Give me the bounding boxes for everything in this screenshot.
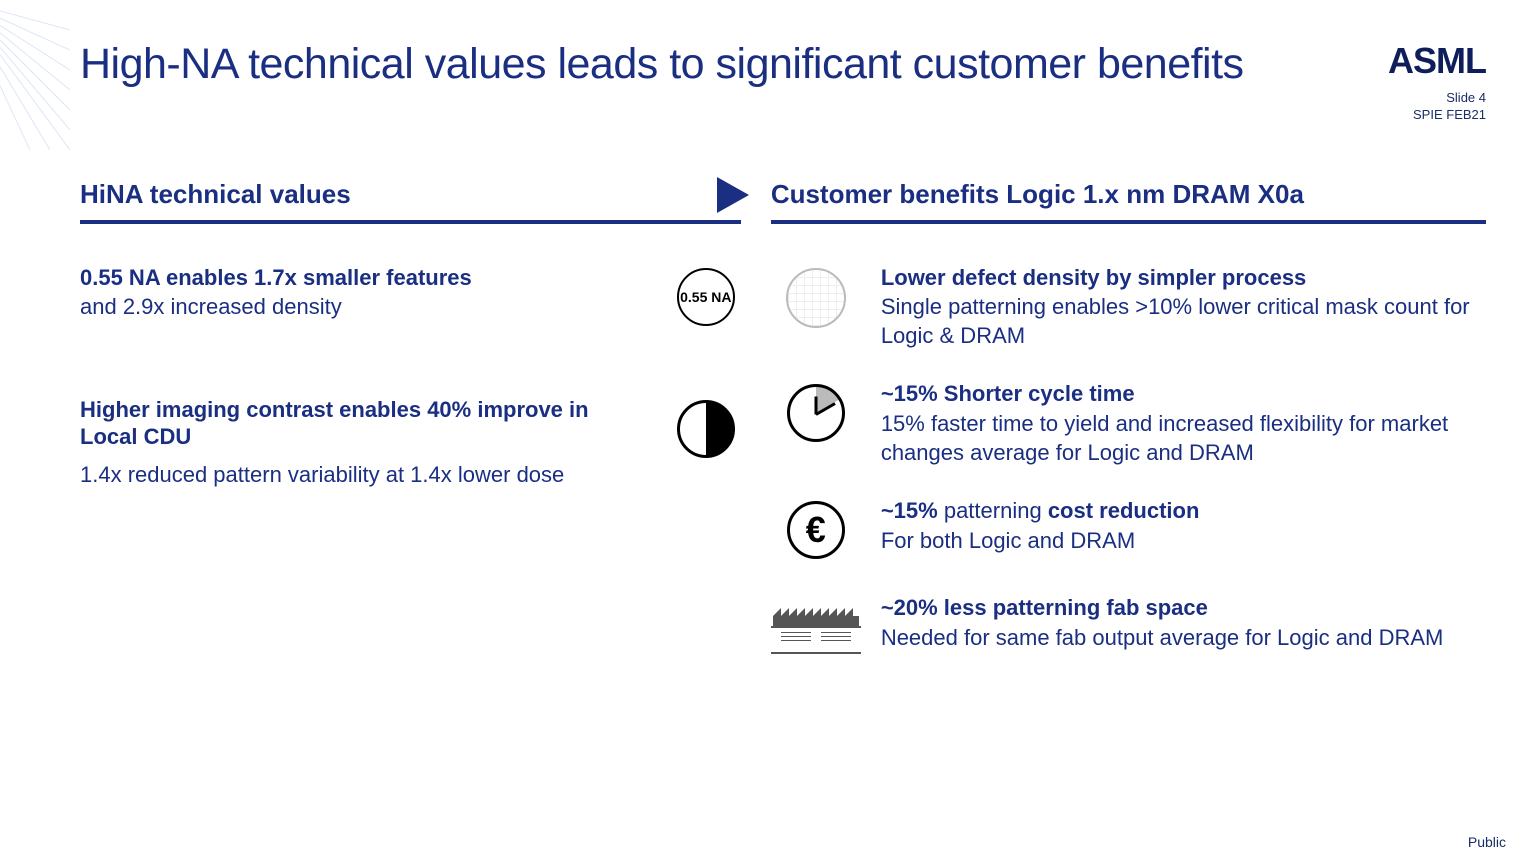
half-circle-icon bbox=[671, 396, 741, 458]
optics-illustration bbox=[280, 259, 540, 779]
na-label: 0.55 NA bbox=[677, 268, 735, 326]
left-item-0: 0.55 NA enables 1.7x smaller features an… bbox=[80, 264, 741, 326]
event-label: SPIE FEB21 bbox=[1388, 107, 1486, 124]
right-item-0-sub: Single patterning enables >10% lower cri… bbox=[881, 293, 1486, 350]
slide: High-NA technical values leads to signif… bbox=[0, 0, 1536, 864]
right-column: Customer benefits Logic 1.x nm DRAM X0a … bbox=[771, 179, 1486, 688]
clock-icon bbox=[771, 380, 861, 442]
corner-accent bbox=[0, 0, 70, 150]
left-item-1-sub: 1.4x reduced pattern variability at 1.4x… bbox=[80, 461, 651, 490]
right-item-3-sub: Needed for same fab output average for L… bbox=[881, 624, 1486, 653]
left-item-1-heading: Higher imaging contrast enables 40% impr… bbox=[80, 396, 651, 451]
factory-icon bbox=[771, 594, 861, 658]
right-item-1: ~15% Shorter cycle time 15% faster time … bbox=[771, 380, 1486, 467]
left-item-1: Higher imaging contrast enables 40% impr… bbox=[80, 396, 741, 490]
right-item-2: ~15% patterning cost reduction For both … bbox=[771, 497, 1486, 559]
page-title: High-NA technical values leads to signif… bbox=[80, 40, 1368, 89]
right-item-2-sub: For both Logic and DRAM bbox=[881, 527, 1486, 556]
right-item-3-heading: ~20% less patterning fab space bbox=[881, 594, 1486, 622]
right-item-2-heading: ~15% patterning cost reduction bbox=[881, 497, 1486, 525]
na-circle-icon: 0.55 NA bbox=[671, 264, 741, 326]
slide-number: Slide 4 bbox=[1388, 90, 1486, 107]
right-item-1-sub: 15% faster time to yield and increased f… bbox=[881, 410, 1486, 467]
columns: HiNA technical values bbox=[80, 179, 1486, 688]
right-item-0: Lower defect density by simpler process … bbox=[771, 264, 1486, 351]
euro-icon: € bbox=[771, 497, 861, 559]
right-item-1-heading: ~15% Shorter cycle time bbox=[881, 380, 1486, 408]
brand-block: ASML Slide 4 SPIE FEB21 bbox=[1388, 40, 1486, 124]
arrow-icon bbox=[711, 173, 755, 222]
wafer-icon bbox=[771, 264, 861, 328]
right-item-3: ~20% less patterning fab space Needed fo… bbox=[771, 594, 1486, 658]
left-item-0-heading: 0.55 NA enables 1.7x smaller features bbox=[80, 264, 651, 292]
left-section-title: HiNA technical values bbox=[80, 179, 741, 224]
footer-classification: Public bbox=[1468, 834, 1506, 850]
left-column: HiNA technical values bbox=[80, 179, 741, 688]
right-section-title: Customer benefits Logic 1.x nm DRAM X0a bbox=[771, 179, 1486, 224]
brand-logo: ASML bbox=[1388, 40, 1486, 82]
left-item-0-sub: and 2.9x increased density bbox=[80, 293, 651, 322]
title-row: High-NA technical values leads to signif… bbox=[80, 40, 1486, 124]
right-item-0-heading: Lower defect density by simpler process bbox=[881, 264, 1486, 292]
